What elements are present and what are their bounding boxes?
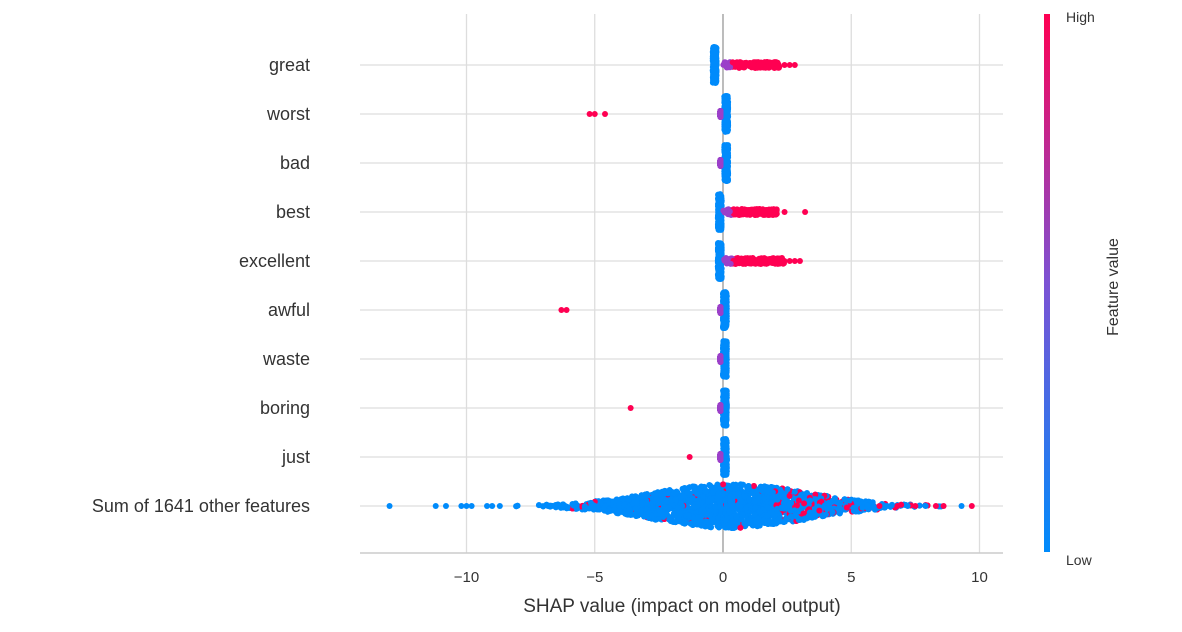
shap-point [774, 256, 781, 263]
shap-point [748, 208, 755, 215]
shap-point [720, 440, 727, 447]
shap-point [686, 454, 693, 460]
shap-point [756, 255, 763, 262]
shap-point [717, 219, 724, 226]
shap-point [721, 103, 728, 110]
shap-point [717, 241, 724, 248]
shap-point [725, 154, 732, 161]
shap-point [758, 61, 765, 68]
shap-point [763, 62, 770, 69]
shap-point [715, 202, 722, 209]
shap-point [711, 59, 718, 66]
gridlines [465, 14, 981, 553]
shap-point [591, 111, 598, 117]
shap-point [753, 63, 760, 70]
shap-point [736, 258, 743, 265]
shap-point [722, 389, 729, 396]
shap-point [718, 249, 725, 256]
shap-point [723, 142, 730, 149]
feature-points-2 [717, 142, 732, 184]
shap-point [720, 363, 727, 370]
shap-point [717, 110, 724, 117]
shap-point [627, 405, 634, 411]
shap-point [727, 260, 734, 267]
shap-point [717, 456, 724, 463]
feature-points-1 [586, 93, 732, 135]
shap-point [717, 162, 724, 169]
shap-point [723, 303, 730, 310]
shap-point [563, 307, 570, 313]
shap-points [386, 44, 975, 531]
shap-point [754, 209, 761, 216]
shap-point [716, 214, 723, 221]
shap-point [722, 59, 729, 66]
shap-point [722, 97, 729, 104]
shap-point [786, 258, 793, 264]
shap-point [780, 260, 787, 267]
shap-point [713, 55, 720, 62]
shap-point [718, 195, 725, 202]
shap-point [769, 206, 776, 213]
shap-point [723, 416, 730, 423]
shap-point [791, 62, 798, 68]
shap-point [742, 207, 749, 214]
shap-point [717, 357, 724, 364]
shap-point [742, 255, 749, 262]
feature-points-6 [717, 338, 730, 380]
shap-point [717, 304, 724, 311]
shap-point [720, 464, 727, 471]
shap-point [749, 255, 756, 262]
shap-point [791, 258, 798, 264]
shap-point [722, 324, 729, 331]
shap-point [735, 62, 742, 69]
shap-point [718, 267, 725, 274]
shap-point [717, 225, 724, 232]
shap-point [726, 63, 733, 70]
shap-point [723, 170, 730, 177]
feature-row-lines [360, 64, 1003, 507]
shap-point [723, 176, 730, 183]
shap-point [558, 307, 565, 313]
shap-point [729, 59, 736, 66]
shap-point [786, 62, 793, 68]
shap-point [802, 209, 809, 215]
shap-point [710, 72, 717, 79]
shap-point [723, 340, 730, 347]
shap-point [781, 209, 788, 215]
shap-point [781, 62, 788, 68]
shap-point [710, 48, 717, 55]
shap-point [767, 257, 774, 264]
shap-point [722, 149, 729, 156]
shap-point [773, 59, 780, 66]
shap-point [723, 293, 730, 300]
feature-points-0 [709, 44, 798, 86]
shap-point [602, 111, 609, 117]
shap-point [717, 403, 724, 410]
shap-point [762, 207, 769, 214]
shap-point [796, 258, 803, 264]
shap-point [725, 210, 732, 217]
shap-point [586, 111, 593, 117]
feature-points-4 [714, 240, 803, 282]
shap-point [724, 114, 731, 121]
shap-point [723, 160, 730, 167]
